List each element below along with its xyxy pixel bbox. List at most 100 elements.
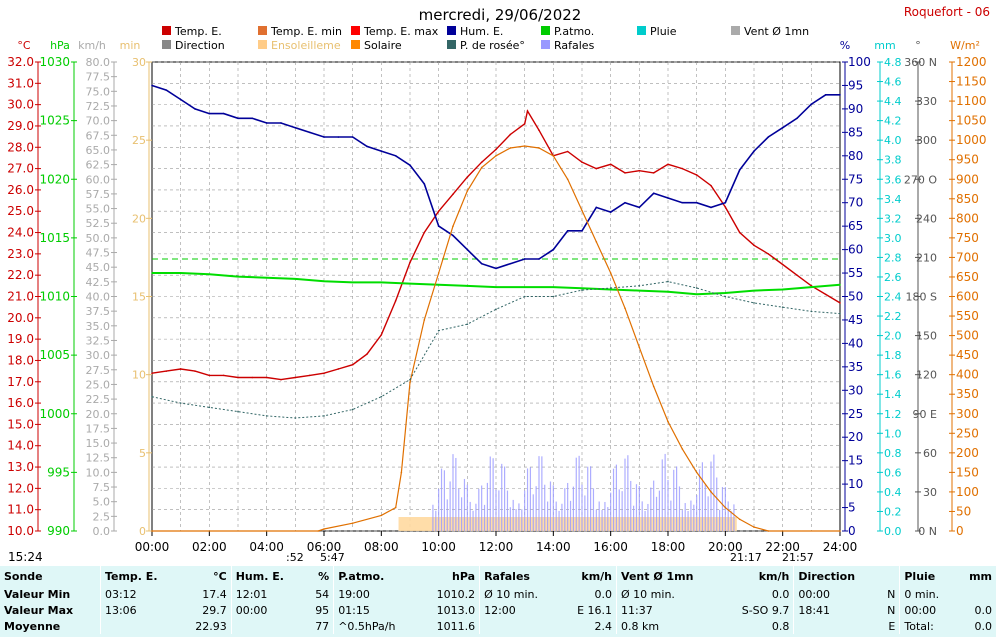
time-tick-label: 10:00 <box>421 540 456 554</box>
stats-row-max: Valeur Max 13:06 29.7 00:00 95 01:15 101… <box>0 602 996 618</box>
stats-cell: 00:00 <box>793 586 879 602</box>
data-point-temp-e <box>753 244 755 247</box>
data-point-p-de-ros-e <box>151 395 153 398</box>
dir-tick-label: 300 <box>916 134 937 147</box>
data-point-temp-e <box>624 172 626 174</box>
legend-swatch <box>541 26 550 35</box>
wind-tick-label: 72.5 <box>86 100 111 113</box>
solar-tick-label: 1000 <box>956 133 987 147</box>
data-point-p-de-ros-e <box>466 323 469 326</box>
temp-tick-label: 19.0 <box>7 332 34 346</box>
data-point-hum-e <box>839 94 841 96</box>
solar-tick-label: 550 <box>956 309 979 323</box>
legend-swatch <box>162 26 171 35</box>
data-point-temp-e <box>738 231 741 234</box>
stats-cell: Ø 10 min. <box>616 586 722 602</box>
data-point-hum-e <box>165 89 168 91</box>
station-name: Roquefort - 06 <box>904 5 990 19</box>
data-point-p-atmo <box>523 286 526 288</box>
wind-tick-label: 42.5 <box>86 276 111 289</box>
data-point-p-de-ros-e <box>409 378 411 381</box>
data-point-temp-e <box>480 161 483 163</box>
data-point-temp-e <box>839 302 841 304</box>
dir-tick-label: 210 <box>916 251 937 264</box>
hum-tick-label: 0 <box>848 524 856 538</box>
solar-tick-label: 850 <box>956 192 979 206</box>
sun-tick-label: 0 <box>139 525 146 538</box>
solar-tick-label: 250 <box>956 426 979 440</box>
data-point-temp-e <box>538 129 540 132</box>
stats-cell: °C <box>213 569 227 583</box>
data-point-hum-e <box>724 201 727 204</box>
solar-tick-label: 650 <box>956 270 979 284</box>
press-tick-label: 990 <box>47 524 70 538</box>
hum-tick-label: 5 <box>848 501 856 515</box>
temp-tick-label: 15.0 <box>7 417 34 431</box>
time-tick-label: 20:00 <box>708 540 743 554</box>
stats-cell: km/h <box>758 569 790 583</box>
data-point-solaire <box>667 420 669 423</box>
wind-tick-label: 5.0 <box>93 496 111 509</box>
stats-cell: 03:12 <box>99 586 180 602</box>
legend-label: Pluie <box>650 25 677 38</box>
temp-tick-label: 28.0 <box>7 140 34 154</box>
data-point-temp-e <box>781 263 784 266</box>
sun-tick-label: 5 <box>139 447 146 460</box>
stats-cell: Ø 10 min. <box>479 586 561 602</box>
rain-tick-label: 2.8 <box>884 251 902 264</box>
data-point-hum-e <box>179 98 182 101</box>
wind-tick-label: 37.5 <box>86 305 111 318</box>
stats-cell: E 16.1 <box>577 603 613 617</box>
data-point-p-atmo <box>552 286 555 288</box>
data-point-solaire <box>609 272 612 274</box>
rain-tick-label: 3.4 <box>884 193 902 206</box>
data-point-temp-e <box>495 148 497 151</box>
legend-label: P.atmo. <box>554 25 594 38</box>
data-point-temp-e <box>710 184 712 187</box>
rain-tick-label: 2.6 <box>884 271 902 284</box>
hum-tick-label: 65 <box>848 219 863 233</box>
data-point-p-atmo <box>265 276 268 279</box>
dir-tick-label: 90 E <box>913 408 937 421</box>
data-point-p-atmo <box>208 273 211 276</box>
data-point-hum-e <box>308 131 311 134</box>
stats-cell <box>878 566 900 586</box>
data-point-temp-e <box>265 376 268 379</box>
stats-cell <box>99 618 180 634</box>
data-point-solaire <box>495 155 497 157</box>
hum-tick-label: 10 <box>848 477 863 491</box>
stats-cell: Pluie <box>899 566 956 586</box>
data-point-hum-e <box>222 112 225 115</box>
legend-swatch <box>258 26 267 35</box>
data-point-hum-e <box>681 201 684 204</box>
solar-tick-label: 1200 <box>956 55 987 69</box>
data-point-solaire <box>724 506 727 509</box>
data-point-p-atmo <box>724 292 727 294</box>
hum-tick-label: 30 <box>848 383 863 397</box>
data-point-p-de-ros-e <box>208 406 211 409</box>
press-tick-label: 1020 <box>39 172 70 186</box>
stats-cell: Direction <box>793 566 879 586</box>
sunrise-time-2: 5:47 <box>320 551 345 564</box>
data-point-hum-e <box>265 122 268 124</box>
stats-cell: 54 <box>315 587 330 601</box>
hum-tick-label: 25 <box>848 407 863 421</box>
data-point-hum-e <box>753 150 755 152</box>
hum-tick-label: 85 <box>848 125 863 139</box>
data-point-temp-e <box>251 376 254 379</box>
dir-tick-label: 150 <box>916 330 937 343</box>
rain-tick-label: 1.2 <box>884 408 902 421</box>
data-point-p-atmo <box>151 272 153 274</box>
legend-swatch <box>447 40 456 49</box>
rain-tick-label: 4.6 <box>884 76 902 89</box>
data-point-temp-e <box>609 163 612 166</box>
legend-label: Temp. E. min <box>270 25 342 38</box>
hum-tick-label: 55 <box>848 266 863 280</box>
data-point-temp-e <box>667 163 669 166</box>
stats-cell <box>793 618 879 634</box>
data-point-p-de-ros-e <box>294 417 297 419</box>
wind-tick-label: 47.5 <box>86 247 111 260</box>
data-point-p-atmo <box>839 283 841 286</box>
wind-tick-label: 80.0 <box>86 56 111 69</box>
data-point-solaire <box>681 448 684 450</box>
